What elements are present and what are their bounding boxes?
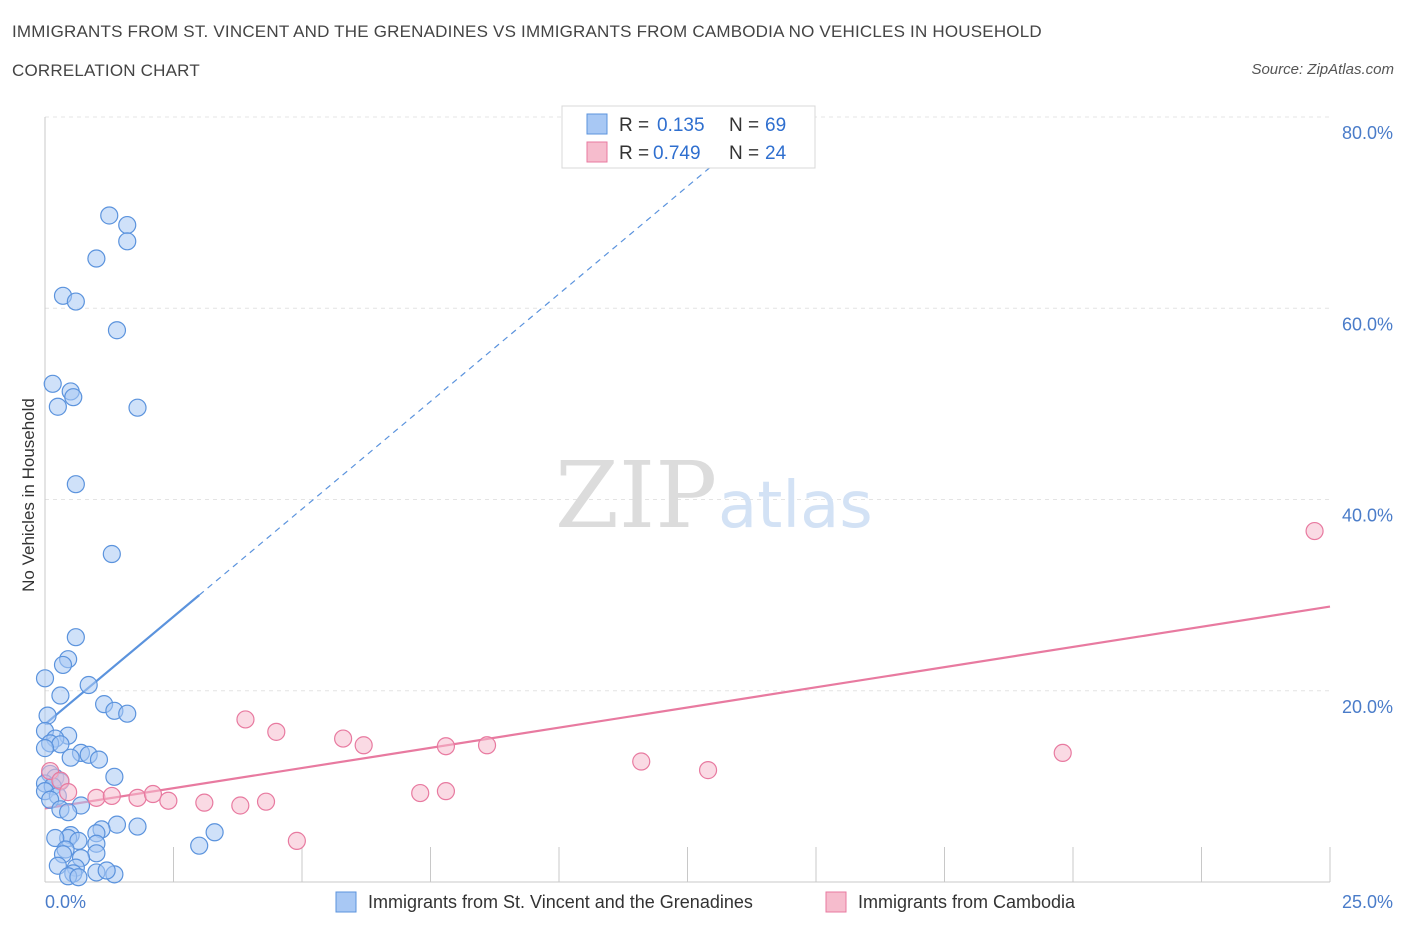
point-s1-6 <box>477 736 497 755</box>
point-s0-47 <box>128 817 147 836</box>
point-s1-5 <box>436 737 456 756</box>
watermark-atlas: atlas <box>718 469 873 543</box>
axes <box>44 117 1331 883</box>
trend-line-1 <box>44 605 1331 810</box>
point-s1-19 <box>231 796 250 815</box>
legend-n-label-2: N = <box>729 143 759 164</box>
legend-n-label-1: N = <box>729 115 759 136</box>
point-s0-49 <box>205 823 224 842</box>
point-s1-21 <box>411 783 430 803</box>
point-s0-67 <box>69 868 88 887</box>
x-tick-labels: 0.0% 25.0% <box>45 892 1393 912</box>
point-s0-0 <box>100 206 119 225</box>
point-s0-3 <box>87 249 106 268</box>
data-points <box>35 206 1324 887</box>
series-label-pink: Immigrants from Cambodia <box>858 892 1076 912</box>
point-s0-9 <box>64 388 83 407</box>
point-s0-53 <box>46 828 65 848</box>
point-s0-10 <box>48 397 67 416</box>
point-s1-3 <box>334 729 353 748</box>
point-s1-13 <box>87 788 106 807</box>
point-s1-18 <box>195 793 214 812</box>
x-tick-label-max: 25.0% <box>1342 892 1393 912</box>
point-s0-16 <box>53 655 73 675</box>
point-s1-22 <box>436 782 456 801</box>
point-s1-0 <box>1305 521 1324 541</box>
point-s0-46 <box>107 815 127 834</box>
point-s0-68 <box>97 861 116 880</box>
point-s1-8 <box>698 761 718 780</box>
grid-lines <box>45 116 1330 692</box>
point-s1-12 <box>59 783 78 802</box>
legend-swatch-blue <box>586 113 608 135</box>
point-s0-56 <box>190 836 209 855</box>
series-legend: Immigrants from St. Vincent and the Gren… <box>335 891 1076 913</box>
point-s1-2 <box>267 722 286 741</box>
point-s1-9 <box>1053 743 1072 763</box>
stats-legend: R = 0.135 N = 69 R = 0.749 N = 24 <box>561 105 816 169</box>
series-swatch-blue <box>335 891 357 913</box>
point-s0-7 <box>43 374 62 393</box>
point-s0-23 <box>38 706 57 725</box>
y-tick-label-2: 60.0% <box>1342 314 1393 334</box>
y-tick-label-0: 20.0% <box>1342 697 1393 717</box>
point-s0-29 <box>35 739 55 758</box>
legend-swatch-pink <box>586 141 608 163</box>
series-label-blue: Immigrants from St. Vincent and the Gren… <box>368 892 753 912</box>
point-s1-7 <box>632 752 651 771</box>
point-s0-33 <box>89 750 109 769</box>
y-axis-label: No Vehicles in Household <box>19 398 38 592</box>
trend-line-0 <box>44 594 200 726</box>
point-s0-1 <box>118 215 137 235</box>
point-s0-58 <box>87 844 106 863</box>
point-s0-18 <box>79 675 98 695</box>
point-s1-16 <box>143 784 163 804</box>
point-s0-45 <box>59 803 78 822</box>
legend-n-value-1: 69 <box>765 115 786 136</box>
point-s1-20 <box>256 792 276 811</box>
x-tick-label-min: 0.0% <box>45 892 86 912</box>
watermark: ZIP atlas <box>555 442 873 549</box>
point-s0-2 <box>118 232 137 251</box>
y-tick-label-3: 80.0% <box>1342 123 1393 143</box>
trend-line-extension-0 <box>198 164 714 596</box>
point-s1-4 <box>354 736 373 755</box>
series-swatch-pink <box>825 891 847 913</box>
point-s0-12 <box>66 475 85 494</box>
point-s0-22 <box>118 704 137 723</box>
point-s1-15 <box>128 788 147 807</box>
legend-r-label-1: R = <box>619 115 649 136</box>
y-tick-label-1: 40.0% <box>1342 506 1393 526</box>
point-s1-17 <box>159 791 178 810</box>
point-s1-1 <box>236 710 255 729</box>
point-s0-6 <box>107 321 127 340</box>
source-credit: Source: ZipAtlas.com <box>1251 61 1394 78</box>
point-s0-32 <box>61 748 80 767</box>
point-s0-37 <box>105 767 124 786</box>
watermark-zip: ZIP <box>555 442 717 549</box>
chart-subtitle: CORRELATION CHART <box>12 61 200 80</box>
point-s0-14 <box>66 628 85 647</box>
y-tick-labels: 20.0% 40.0% 60.0% 80.0% <box>1342 123 1393 717</box>
legend-r-label-2: R = <box>619 143 649 164</box>
point-s0-5 <box>66 292 85 311</box>
legend-r-value-2: 0.749 <box>653 143 701 164</box>
point-s1-23 <box>287 831 306 850</box>
point-s0-13 <box>102 544 121 564</box>
trend-lines <box>44 164 1331 810</box>
point-s1-14 <box>102 786 121 806</box>
chart-title: IMMIGRANTS FROM ST. VINCENT AND THE GREN… <box>12 22 1042 41</box>
point-s0-11 <box>128 398 147 417</box>
point-s0-19 <box>51 686 70 705</box>
point-s0-17 <box>35 669 55 688</box>
legend-r-value-1: 0.135 <box>657 115 705 136</box>
legend-n-value-2: 24 <box>765 143 787 164</box>
